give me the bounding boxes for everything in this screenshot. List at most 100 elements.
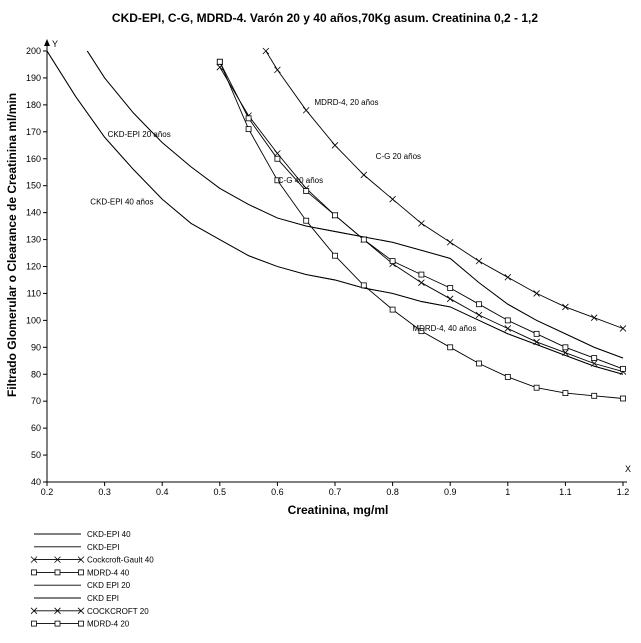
data-point bbox=[302, 106, 310, 114]
curve-annotation: MDRD-4, 20 años bbox=[315, 98, 379, 107]
data-point bbox=[216, 58, 223, 65]
curve-annotation: CKD-EPI 20 años bbox=[108, 130, 171, 139]
marker-stroke bbox=[54, 556, 61, 563]
marker-stroke bbox=[590, 360, 598, 367]
legend-item: COCKCROFT 20 bbox=[30, 607, 149, 616]
data-point bbox=[504, 374, 511, 380]
marker-stroke bbox=[475, 257, 483, 265]
data-point bbox=[389, 258, 396, 265]
data-point bbox=[274, 66, 281, 74]
data-point bbox=[591, 392, 598, 399]
legend-marker bbox=[78, 569, 84, 576]
x-tick-label: 0.7 bbox=[329, 487, 342, 497]
legend-marker bbox=[54, 607, 61, 615]
marker-stroke bbox=[54, 607, 61, 615]
data-point bbox=[620, 365, 626, 372]
legend-marker bbox=[54, 569, 61, 576]
data-point bbox=[476, 360, 482, 367]
legend-item: MDRD-4 40 bbox=[31, 568, 130, 577]
legend-marker bbox=[31, 620, 37, 627]
marker-stroke bbox=[389, 195, 396, 203]
data-point bbox=[360, 171, 368, 179]
y-tick-label: 170 bbox=[26, 127, 41, 137]
x-tick-label: 0.4 bbox=[156, 487, 169, 497]
marker-stroke bbox=[331, 141, 339, 149]
marker-stroke bbox=[446, 295, 454, 303]
curve-annotation: C-G 40 años bbox=[278, 176, 323, 185]
series-line bbox=[219, 61, 624, 370]
marker-stroke bbox=[302, 106, 310, 114]
marker-stroke bbox=[77, 607, 85, 615]
legend-label: MDRD-4 20 bbox=[87, 620, 130, 629]
x-tick-label: 0.8 bbox=[386, 487, 399, 497]
data-point bbox=[245, 115, 252, 122]
legend-label: CKD-EPI 40 bbox=[87, 530, 131, 539]
marker-stroke bbox=[533, 338, 540, 346]
x-tick-label: 1.1 bbox=[559, 487, 572, 497]
x-tick-label: 1.2 bbox=[617, 487, 630, 497]
data-point bbox=[504, 317, 511, 324]
legend-item: CKD EPI bbox=[34, 594, 119, 603]
y-tick-label: 160 bbox=[26, 154, 41, 164]
legend-label: MDRD-4 40 bbox=[87, 568, 130, 577]
legend-marker bbox=[54, 620, 61, 627]
curve-annotation: CKD-EPI 40 años bbox=[90, 198, 153, 207]
data-point bbox=[331, 141, 339, 149]
x-tick-label: 0.6 bbox=[271, 487, 284, 497]
data-point bbox=[303, 217, 310, 224]
legend-item: Cockcroft-Gault 40 bbox=[30, 556, 154, 565]
data-point bbox=[245, 126, 252, 133]
series-7 bbox=[262, 47, 627, 332]
y-tick-label: 140 bbox=[26, 208, 41, 218]
legend-label: Cockcroft-Gault 40 bbox=[87, 556, 154, 565]
x-axis-letter: X bbox=[625, 464, 631, 474]
y-axis-letter: Y bbox=[52, 39, 58, 49]
marker-stroke bbox=[504, 325, 512, 332]
data-point bbox=[533, 330, 540, 337]
data-point bbox=[262, 47, 270, 55]
y-tick-label: 100 bbox=[26, 315, 41, 325]
legend-item: CKD-EPI bbox=[34, 543, 119, 552]
x-tick-label: 0.3 bbox=[98, 487, 111, 497]
series-line bbox=[265, 50, 624, 329]
data-point bbox=[619, 325, 627, 332]
marker-stroke bbox=[360, 171, 368, 179]
data-point bbox=[591, 355, 598, 361]
marker-stroke bbox=[504, 273, 512, 281]
data-point bbox=[418, 328, 425, 335]
y-axis-title: Filtrado Glomerular o Clearance de Creat… bbox=[5, 93, 19, 397]
y-tick-label: 40 bbox=[31, 477, 41, 487]
data-point bbox=[389, 306, 396, 313]
series-line bbox=[86, 50, 624, 359]
legend-marker bbox=[30, 607, 38, 615]
data-point bbox=[274, 155, 281, 162]
marker-stroke bbox=[533, 290, 540, 297]
data-point bbox=[562, 349, 569, 356]
data-point bbox=[533, 384, 540, 391]
data-point bbox=[476, 301, 482, 308]
y-tick-label: 90 bbox=[31, 342, 41, 352]
x-tick-label: 0.9 bbox=[444, 487, 457, 497]
data-point bbox=[332, 252, 338, 259]
legend-item: CKD EPI 20 bbox=[34, 581, 131, 590]
y-tick-label: 180 bbox=[26, 100, 41, 110]
legend-label: CKD EPI bbox=[87, 594, 119, 603]
legend-item: MDRD-4 20 bbox=[31, 620, 130, 629]
data-point bbox=[274, 177, 281, 184]
marker-stroke bbox=[77, 556, 85, 563]
data-point bbox=[533, 338, 540, 346]
y-tick-label: 190 bbox=[26, 73, 41, 83]
y-tick-label: 60 bbox=[31, 423, 41, 433]
marker-stroke bbox=[590, 314, 598, 321]
marker-stroke bbox=[262, 47, 270, 55]
legend: CKD-EPI 40 CKD-EPI Cockcroft-Gault 40 MDRD-… bbox=[30, 530, 154, 629]
data-point bbox=[418, 279, 425, 286]
marker-stroke bbox=[475, 311, 483, 319]
data-point bbox=[590, 314, 598, 321]
legend-item: CKD-EPI 40 bbox=[34, 530, 131, 539]
y-axis-arrow bbox=[44, 39, 50, 46]
marker-stroke bbox=[562, 303, 569, 311]
data-point bbox=[360, 236, 367, 243]
data-point bbox=[533, 290, 540, 297]
